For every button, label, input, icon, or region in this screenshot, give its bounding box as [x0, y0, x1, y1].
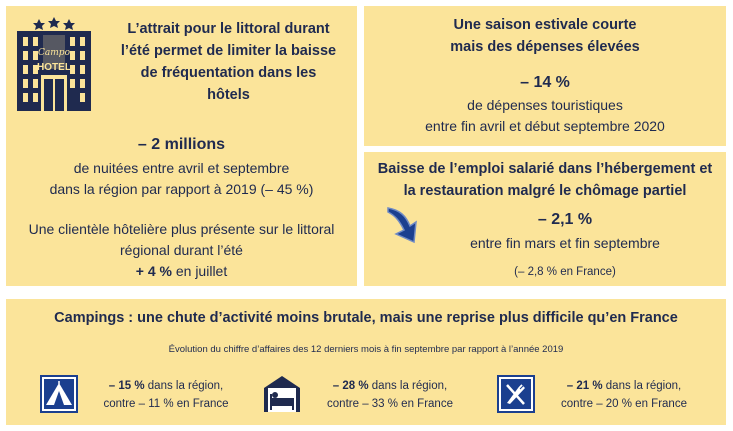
season-title: Une saison estivale courte mais des dépe…	[450, 17, 640, 55]
campings-card: Campings : une chute d’activité moins br…	[6, 299, 726, 425]
hotels-desc: de nuitées entre avril et septembre dans…	[49, 160, 314, 197]
employment-title: Baisse de l’emploi salarié dans l’héberg…	[377, 161, 713, 199]
season-card: Une saison estivale courte mais des dépe…	[364, 6, 726, 146]
season-value: – 14 %	[520, 74, 570, 91]
employment-desc: entre fin mars et fin septembre	[470, 235, 660, 251]
restaurant-icon	[497, 375, 535, 413]
hotels-card: Campo HOTEL L’attrait pour le littoral d…	[6, 6, 357, 286]
svg-text:HOTEL: HOTEL	[37, 62, 71, 73]
hotels-client-value: + 4 %	[135, 263, 172, 279]
restaurant-stat: – 21 % dans la région, contre – 20 % en …	[561, 380, 687, 410]
employment-card: Baisse de l’emploi salarié dans l’héberg…	[364, 152, 726, 286]
camping-tent-icon	[40, 375, 78, 413]
campings-subtitle: Évolution du chiffre d’affaires des 12 d…	[168, 344, 564, 355]
employment-value: – 2,1 %	[537, 211, 593, 228]
hotels-title: L’attrait pour le littoral durant l’été …	[120, 21, 337, 103]
svg-text:Campo: Campo	[38, 48, 71, 58]
hotels-client-text: Une clientèle hôtelière plus présente su…	[28, 221, 335, 279]
camping-stat: – 15 % dans la région, contre – 11 % en …	[103, 380, 229, 410]
lodging-bed-icon	[264, 376, 300, 412]
employment-france-note: (– 2,8 % en France)	[514, 266, 616, 278]
season-desc: de dépenses touristiques entre fin avril…	[425, 97, 665, 134]
hotels-value: – 2 millions	[137, 136, 226, 153]
hotel-building-icon: Campo HOTEL	[17, 17, 91, 111]
lodging-stat: – 28 % dans la région, contre – 33 % en …	[327, 380, 453, 410]
campings-title: Campings : une chute d’activité moins br…	[54, 310, 678, 326]
down-arrow-icon	[387, 207, 417, 244]
